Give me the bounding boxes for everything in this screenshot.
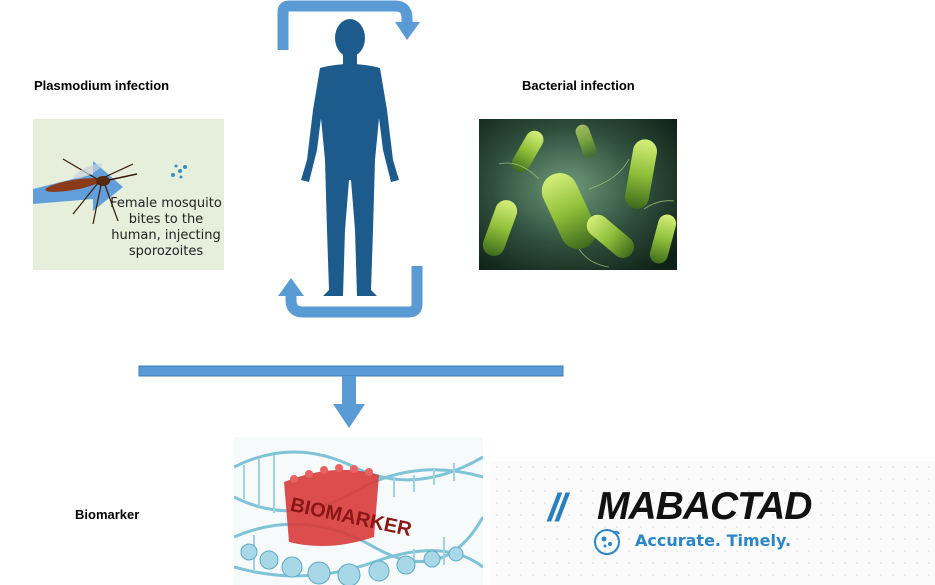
caption-line: bites to the xyxy=(128,212,204,227)
caption-line: sporozoites xyxy=(128,244,204,259)
caption-line: Female mosquito xyxy=(110,196,222,211)
horizontal-bar xyxy=(138,365,564,377)
mosquito-illustration xyxy=(33,158,187,225)
plasmodium-infection-label: Plasmodium infection xyxy=(34,78,170,93)
dna-helix-illustration: BIOMARKER xyxy=(234,450,483,585)
human-cycle-diagram xyxy=(277,0,423,318)
mabactad-logo-panel: // MABACTAD Accurate. Timely. xyxy=(491,461,935,585)
bacteria-rods xyxy=(482,124,677,264)
top-cycle-arrow xyxy=(277,0,420,50)
mosquito-caption: Female mosquito bites to the human, inje… xyxy=(107,196,224,260)
bottom-cycle-arrow xyxy=(278,266,423,318)
down-arrow-head xyxy=(333,404,365,428)
bacteria-illustration xyxy=(479,119,677,270)
bacterial-infection-label: Bacterial infection xyxy=(522,78,635,93)
merge-arrow xyxy=(138,365,564,428)
logo-tagline: Accurate. Timely. xyxy=(635,531,792,550)
dna-biomarker-image: BIOMARKER xyxy=(234,437,483,585)
red-dna-section xyxy=(284,464,379,546)
caption-line: human, injecting xyxy=(111,228,221,243)
sporozoite-dots xyxy=(171,164,187,179)
dna-beads xyxy=(240,543,464,585)
logo-wordmark: MABACTAD xyxy=(597,485,812,528)
mosquito-image-panel: Female mosquito bites to the human, inje… xyxy=(33,119,224,270)
logo-slashes: // xyxy=(548,487,567,530)
biomarker-label: Biomarker xyxy=(75,507,140,522)
down-arrow-stem xyxy=(342,376,356,404)
dot-grid-background xyxy=(496,466,930,576)
bacteria-image-panel xyxy=(479,119,677,270)
mosquito-icon xyxy=(45,158,138,225)
human-body-icon xyxy=(301,19,399,296)
petri-dish-icon xyxy=(594,529,620,555)
